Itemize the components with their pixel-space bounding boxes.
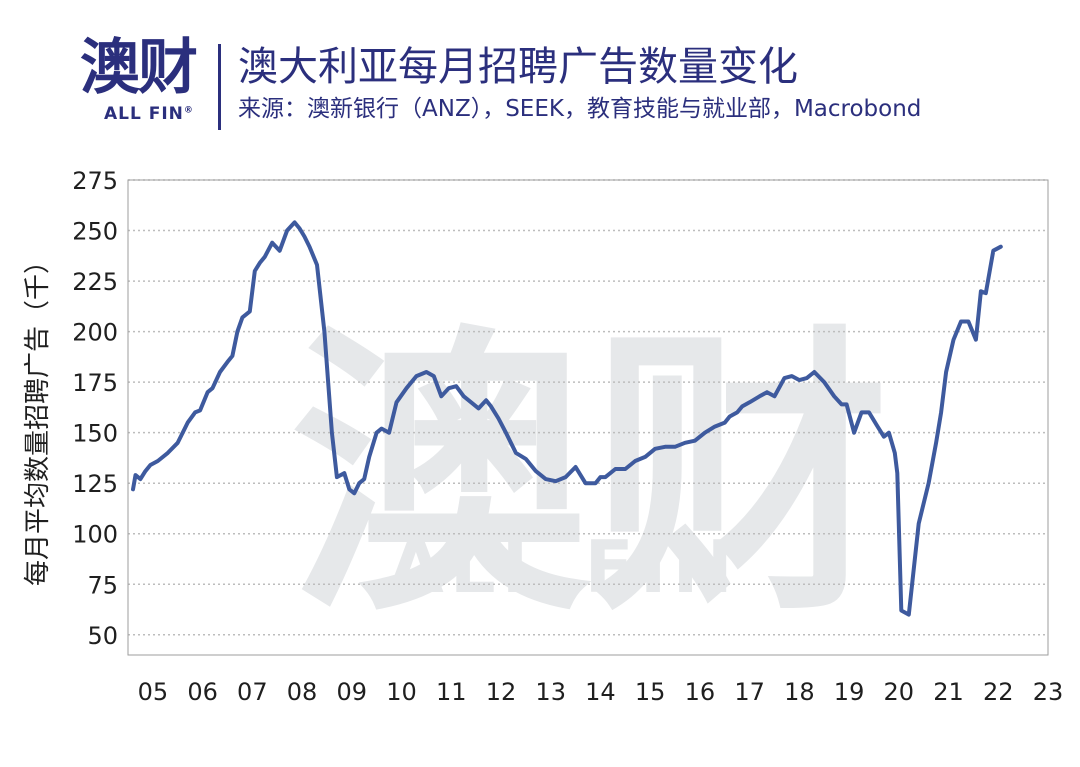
x-tick-label: 18: [784, 678, 815, 706]
y-tick-label: 250: [72, 218, 118, 246]
x-axis: 05 06 07 08 09 10 11 12 13 14 15 16 17 18 19 20 21 22 23: [138, 678, 1064, 706]
x-tick-label: 14: [585, 678, 616, 706]
watermark: 澳财 ALL FIN: [290, 302, 890, 651]
x-tick-label: 12: [486, 678, 517, 706]
logo-chinese: 澳财: [80, 33, 198, 103]
x-tick-label: 10: [386, 678, 417, 706]
x-tick-label: 19: [834, 678, 865, 706]
x-tick-label: 09: [337, 678, 368, 706]
x-tick-label: 20: [884, 678, 915, 706]
y-tick-label: 225: [72, 268, 118, 296]
logo: 澳财 ALL FIN®: [80, 36, 210, 136]
y-tick-label: 75: [87, 571, 118, 599]
x-tick-label: 05: [138, 678, 169, 706]
y-tick-label: 275: [72, 167, 118, 195]
x-tick-label: 16: [685, 678, 716, 706]
y-tick-label: 175: [72, 369, 118, 397]
line-chart: 澳财 ALL FIN 5075100125150175200225250275 …: [23, 167, 1064, 706]
y-tick-label: 50: [87, 622, 118, 650]
header-divider: [218, 44, 221, 130]
plot-frame: [127, 179, 1049, 656]
x-tick-label: 23: [1033, 678, 1064, 706]
x-tick-label: 15: [635, 678, 666, 706]
x-tick-label: 21: [933, 678, 964, 706]
series-line: [131, 220, 1003, 617]
x-tick-label: 22: [983, 678, 1014, 706]
x-tick-label: 08: [287, 678, 318, 706]
registered-mark: ®: [183, 105, 194, 116]
y-tick-label: 100: [72, 521, 118, 549]
x-tick-label: 17: [734, 678, 765, 706]
header: 澳财 ALL FIN® 澳大利亚每月招聘广告数量变化 来源：澳新银行（ANZ），…: [0, 0, 1080, 140]
y-tick-label: 125: [72, 470, 118, 498]
x-tick-label: 07: [237, 678, 268, 706]
y-axis-label: 每月平均数量招聘广告（千）: [23, 248, 53, 586]
x-tick-label: 11: [436, 678, 467, 706]
source-note: 来源：澳新银行（ANZ），SEEK，教育技能与就业部，Macrobond: [238, 96, 922, 122]
logo-english: ALL FIN®: [104, 104, 194, 124]
chart-title: 澳大利亚每月招聘广告数量变化: [238, 44, 798, 90]
y-tick-label: 150: [72, 420, 118, 448]
y-axis: 50 75 100 125 150 175 200 225 250 275: [72, 167, 118, 650]
x-tick-label: 06: [187, 678, 218, 706]
watermark-english: ALL FIN: [388, 525, 739, 609]
y-tick-label: 200: [72, 319, 118, 347]
watermark-chinese: 澳财: [290, 302, 890, 651]
x-tick-label: 13: [535, 678, 566, 706]
logo-english-text: ALL FIN: [104, 104, 184, 124]
